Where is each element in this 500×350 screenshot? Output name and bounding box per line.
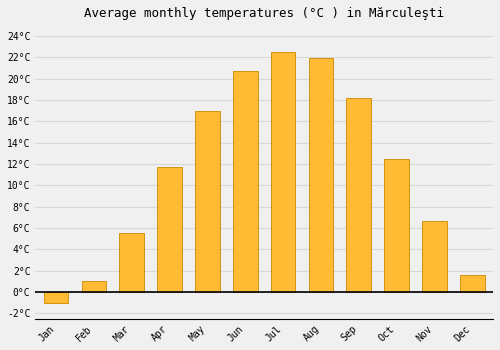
Bar bbox=[422, 220, 446, 292]
Bar bbox=[384, 159, 409, 292]
Bar bbox=[233, 71, 258, 292]
Bar bbox=[460, 275, 484, 292]
Bar bbox=[346, 98, 371, 292]
Bar bbox=[120, 233, 144, 292]
Bar bbox=[271, 52, 295, 292]
Title: Average monthly temperatures (°C ) in Mărculeşti: Average monthly temperatures (°C ) in Mă… bbox=[84, 7, 444, 20]
Bar bbox=[82, 281, 106, 292]
Bar bbox=[195, 111, 220, 292]
Bar bbox=[158, 167, 182, 292]
Bar bbox=[308, 58, 333, 292]
Bar bbox=[44, 292, 68, 303]
